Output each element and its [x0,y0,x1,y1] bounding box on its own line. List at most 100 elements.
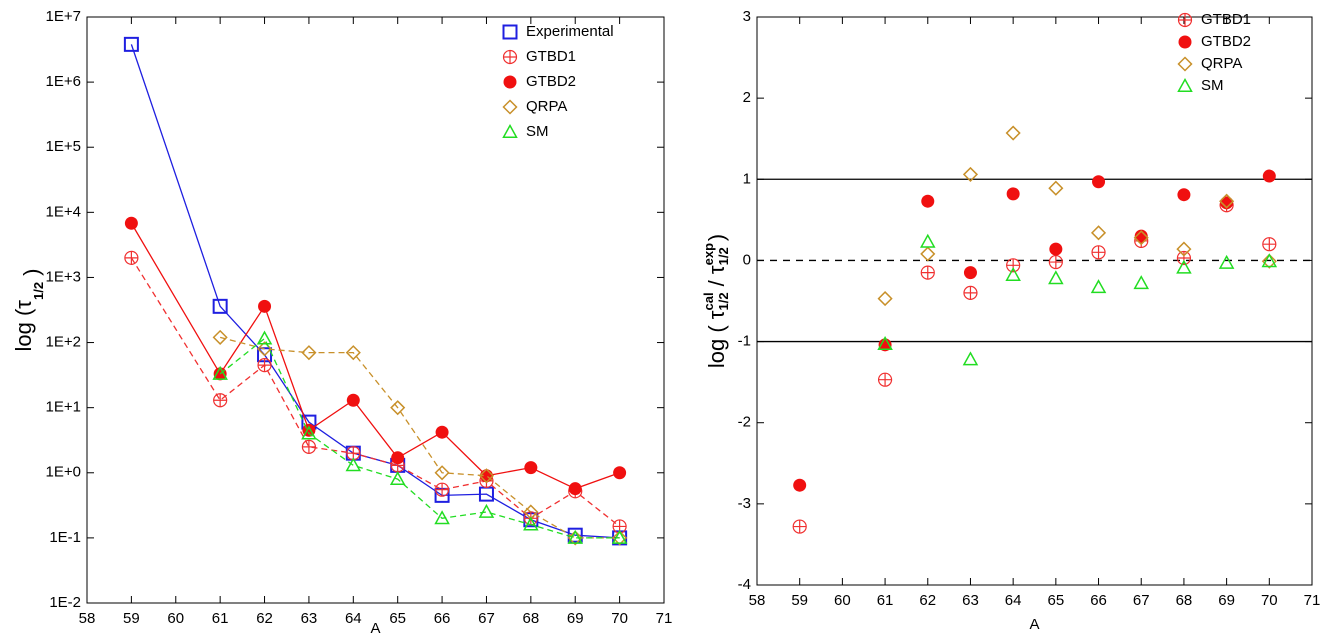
marker-shape [212,298,228,314]
x-tick-label: 65 [389,610,406,627]
y-tick-label: 1E+5 [46,138,81,155]
legend-marker [502,123,518,138]
legend-entry: QRPA [1177,55,1242,72]
marker-shape [1134,229,1148,243]
y-axis-label: log ( τcal1/2 / τexp1/2 ) [701,234,731,368]
x-tick-label: 62 [256,610,273,627]
marker [434,510,450,525]
marker-shape [567,530,583,546]
marker [301,439,317,454]
series-line [219,336,620,539]
x-tick-label: 58 [79,610,96,627]
marker [1049,242,1063,256]
marker [1133,275,1150,290]
marker [1005,266,1021,281]
y-label-part: 1/2 [716,247,731,265]
marker-shape [878,373,892,387]
marker-shape [435,425,449,439]
x-tick-label: 64 [1005,592,1022,609]
marker-shape [878,338,892,352]
y-label-part: 1/2 [31,282,46,300]
y-tick-label: 2 [743,89,751,106]
x-tick-label: 63 [301,610,318,627]
marker-shape [389,471,406,486]
marker-shape [921,194,935,208]
marker [1133,230,1149,246]
marker-shape [877,291,893,307]
marker [212,365,228,380]
marker-shape [503,75,517,89]
marker-shape [1048,180,1064,196]
marker [1092,175,1106,189]
marker-shape [1218,254,1235,269]
marker-shape [963,266,977,280]
marker [212,329,228,345]
marker-shape [1177,56,1193,72]
marker-shape [212,365,228,380]
marker-shape [391,451,405,465]
marker [921,194,935,208]
y-tick-label: 1E+6 [46,73,81,90]
y-tick-label: 1E-1 [49,529,81,546]
marker [877,291,893,307]
marker [567,527,583,543]
marker-shape [1090,279,1107,294]
marker [1048,254,1063,270]
series-line [130,222,620,490]
marker-shape [1177,77,1193,92]
y-tick-label: 3 [743,8,751,25]
x-tick-label: 65 [1048,592,1065,609]
x-tick-label: 69 [567,610,584,627]
marker-shape [1090,225,1107,241]
x-tick-label: 70 [611,610,628,627]
marker [258,299,272,313]
legend-label: GTBD2 [1201,33,1251,50]
marker [613,466,627,480]
marker [1090,225,1107,241]
marker-shape [963,286,977,300]
marker-shape [611,529,628,544]
marker [1261,253,1277,269]
marker-shape [568,482,582,496]
series-line [130,257,621,527]
marker [1090,279,1107,294]
marker [792,519,807,534]
y-tick-label: -3 [738,495,751,512]
marker [390,400,406,416]
x-tick-label: 59 [791,592,808,609]
legend-entry: Experimental [502,23,614,40]
y-tick-label: 0 [743,251,751,268]
y-tick-label: 1E+4 [46,203,81,220]
legend-marker [1177,77,1193,92]
marker [920,265,935,280]
marker [1176,259,1192,274]
marker-shape [124,216,138,230]
marker [301,425,317,440]
marker [301,345,317,361]
y-label-part: τ [704,310,729,319]
marker-shape [435,483,449,497]
marker [568,482,582,496]
legend-label: SM [526,123,549,140]
marker-shape [1220,196,1234,210]
marker [1006,187,1020,201]
marker-shape [1178,13,1192,27]
marker-shape [920,246,936,262]
y-label-part: log ( [704,319,729,368]
x-tick-label: 62 [919,592,936,609]
marker [434,465,450,481]
marker-shape [1005,125,1021,141]
x-tick-label: 60 [167,610,184,627]
marker-shape [1005,266,1021,281]
y-tick-label: 1E+7 [46,8,81,25]
marker-shape [212,329,228,345]
marker-shape [434,510,450,525]
marker [567,530,583,546]
legend-marker [1177,12,1193,28]
marker-shape [124,251,138,265]
marker-shape [478,468,495,484]
y-label-part: log ( [11,308,36,351]
y-tick-label: 1E+2 [46,334,81,351]
marker-shape [390,400,406,416]
marker [124,216,138,230]
